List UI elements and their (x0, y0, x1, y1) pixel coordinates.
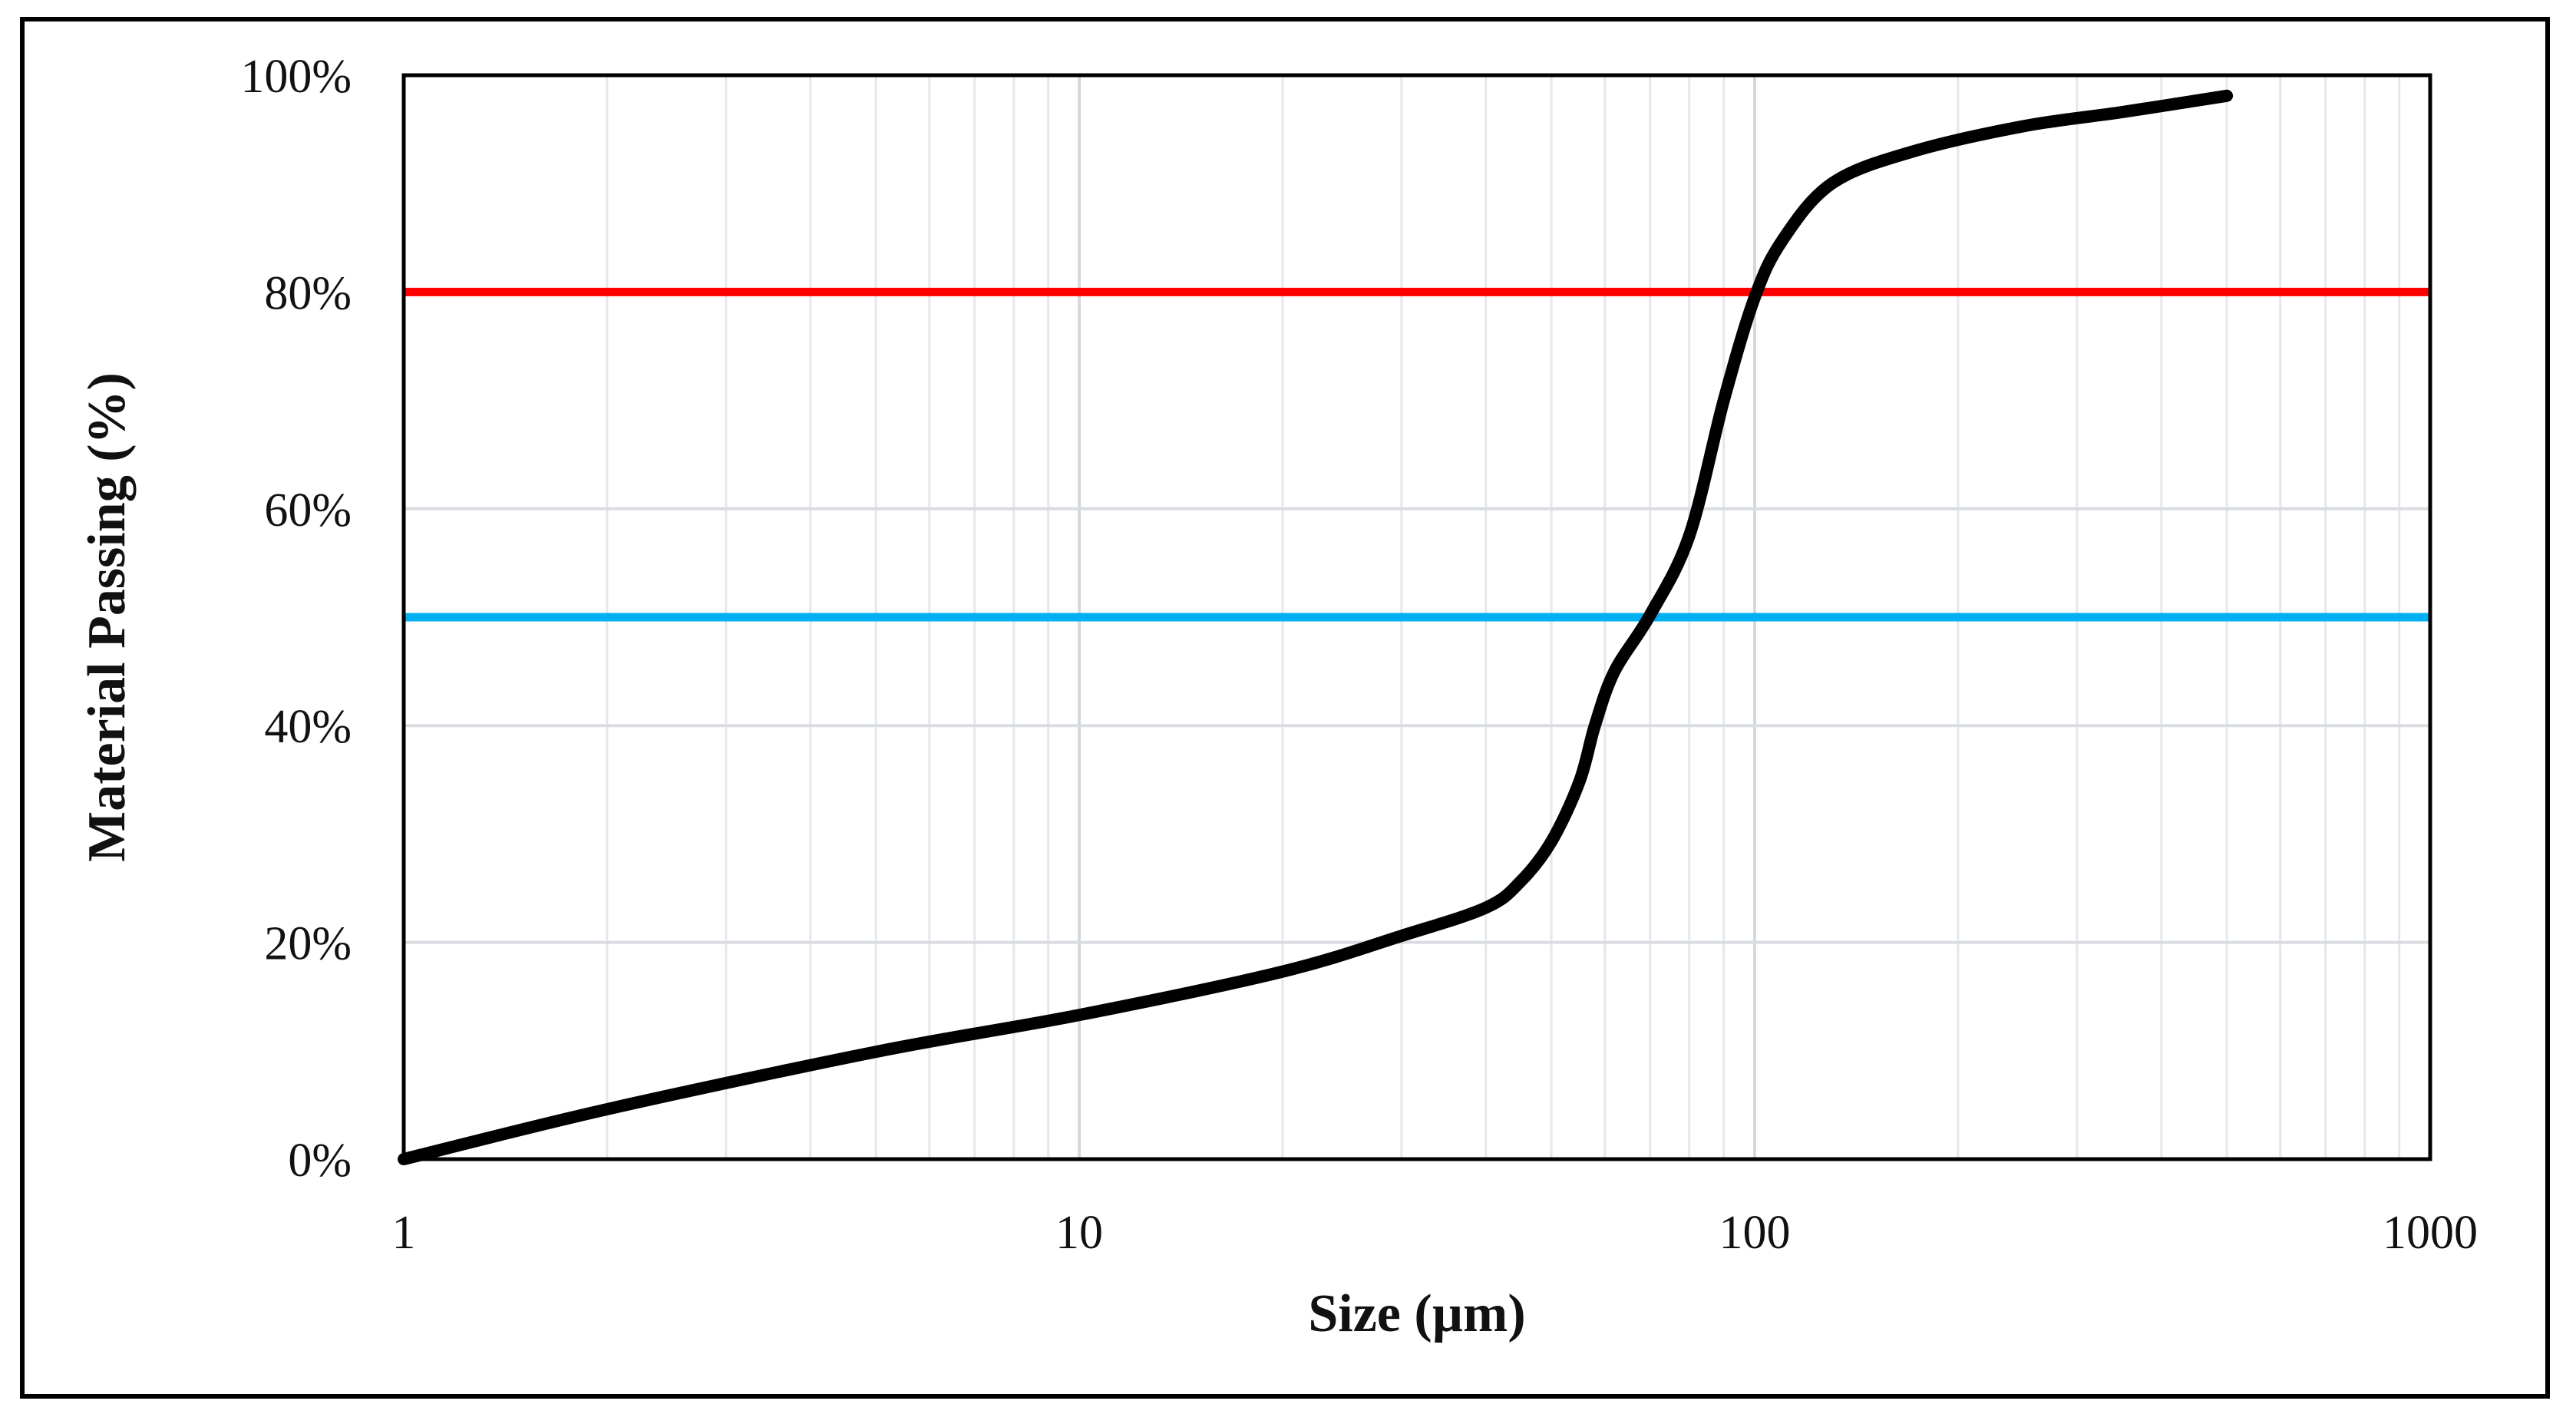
y-tick-label: 20% (264, 918, 352, 970)
x-axis-title: Size (µm) (1308, 1284, 1525, 1343)
x-tick-label: 10 (1055, 1207, 1103, 1259)
y-axis-ticks: 0% 20% 40% 60% 80% 100% (240, 51, 352, 1187)
y-tick-label: 80% (264, 267, 352, 319)
plot-area (401, 73, 2432, 1161)
x-tick-label: 1000 (2383, 1207, 2478, 1259)
x-tick-label: 100 (1719, 1207, 1791, 1259)
x-tick-label: 1 (392, 1207, 416, 1259)
x-axis-ticks: 1 10 100 1000 (392, 1207, 2479, 1259)
y-axis-title: Material Passing (%) (78, 372, 137, 862)
series (398, 89, 2234, 1165)
y-tick-label: 60% (264, 484, 352, 537)
y-tick-label: 0% (288, 1135, 352, 1187)
series-line-0 (398, 89, 2234, 1165)
reference-lines (404, 287, 2430, 622)
y-tick-label: 40% (264, 701, 352, 753)
y-tick-label: 100% (240, 51, 352, 103)
chart: 0%20%40%60%80%100% 1 10 100 1000 Size (µm) … (78, 51, 2479, 1343)
chart-frame: 0% 20% 40% 60% 80% 100% 1 10 100 1000 Size (µm) … (20, 17, 2550, 1399)
